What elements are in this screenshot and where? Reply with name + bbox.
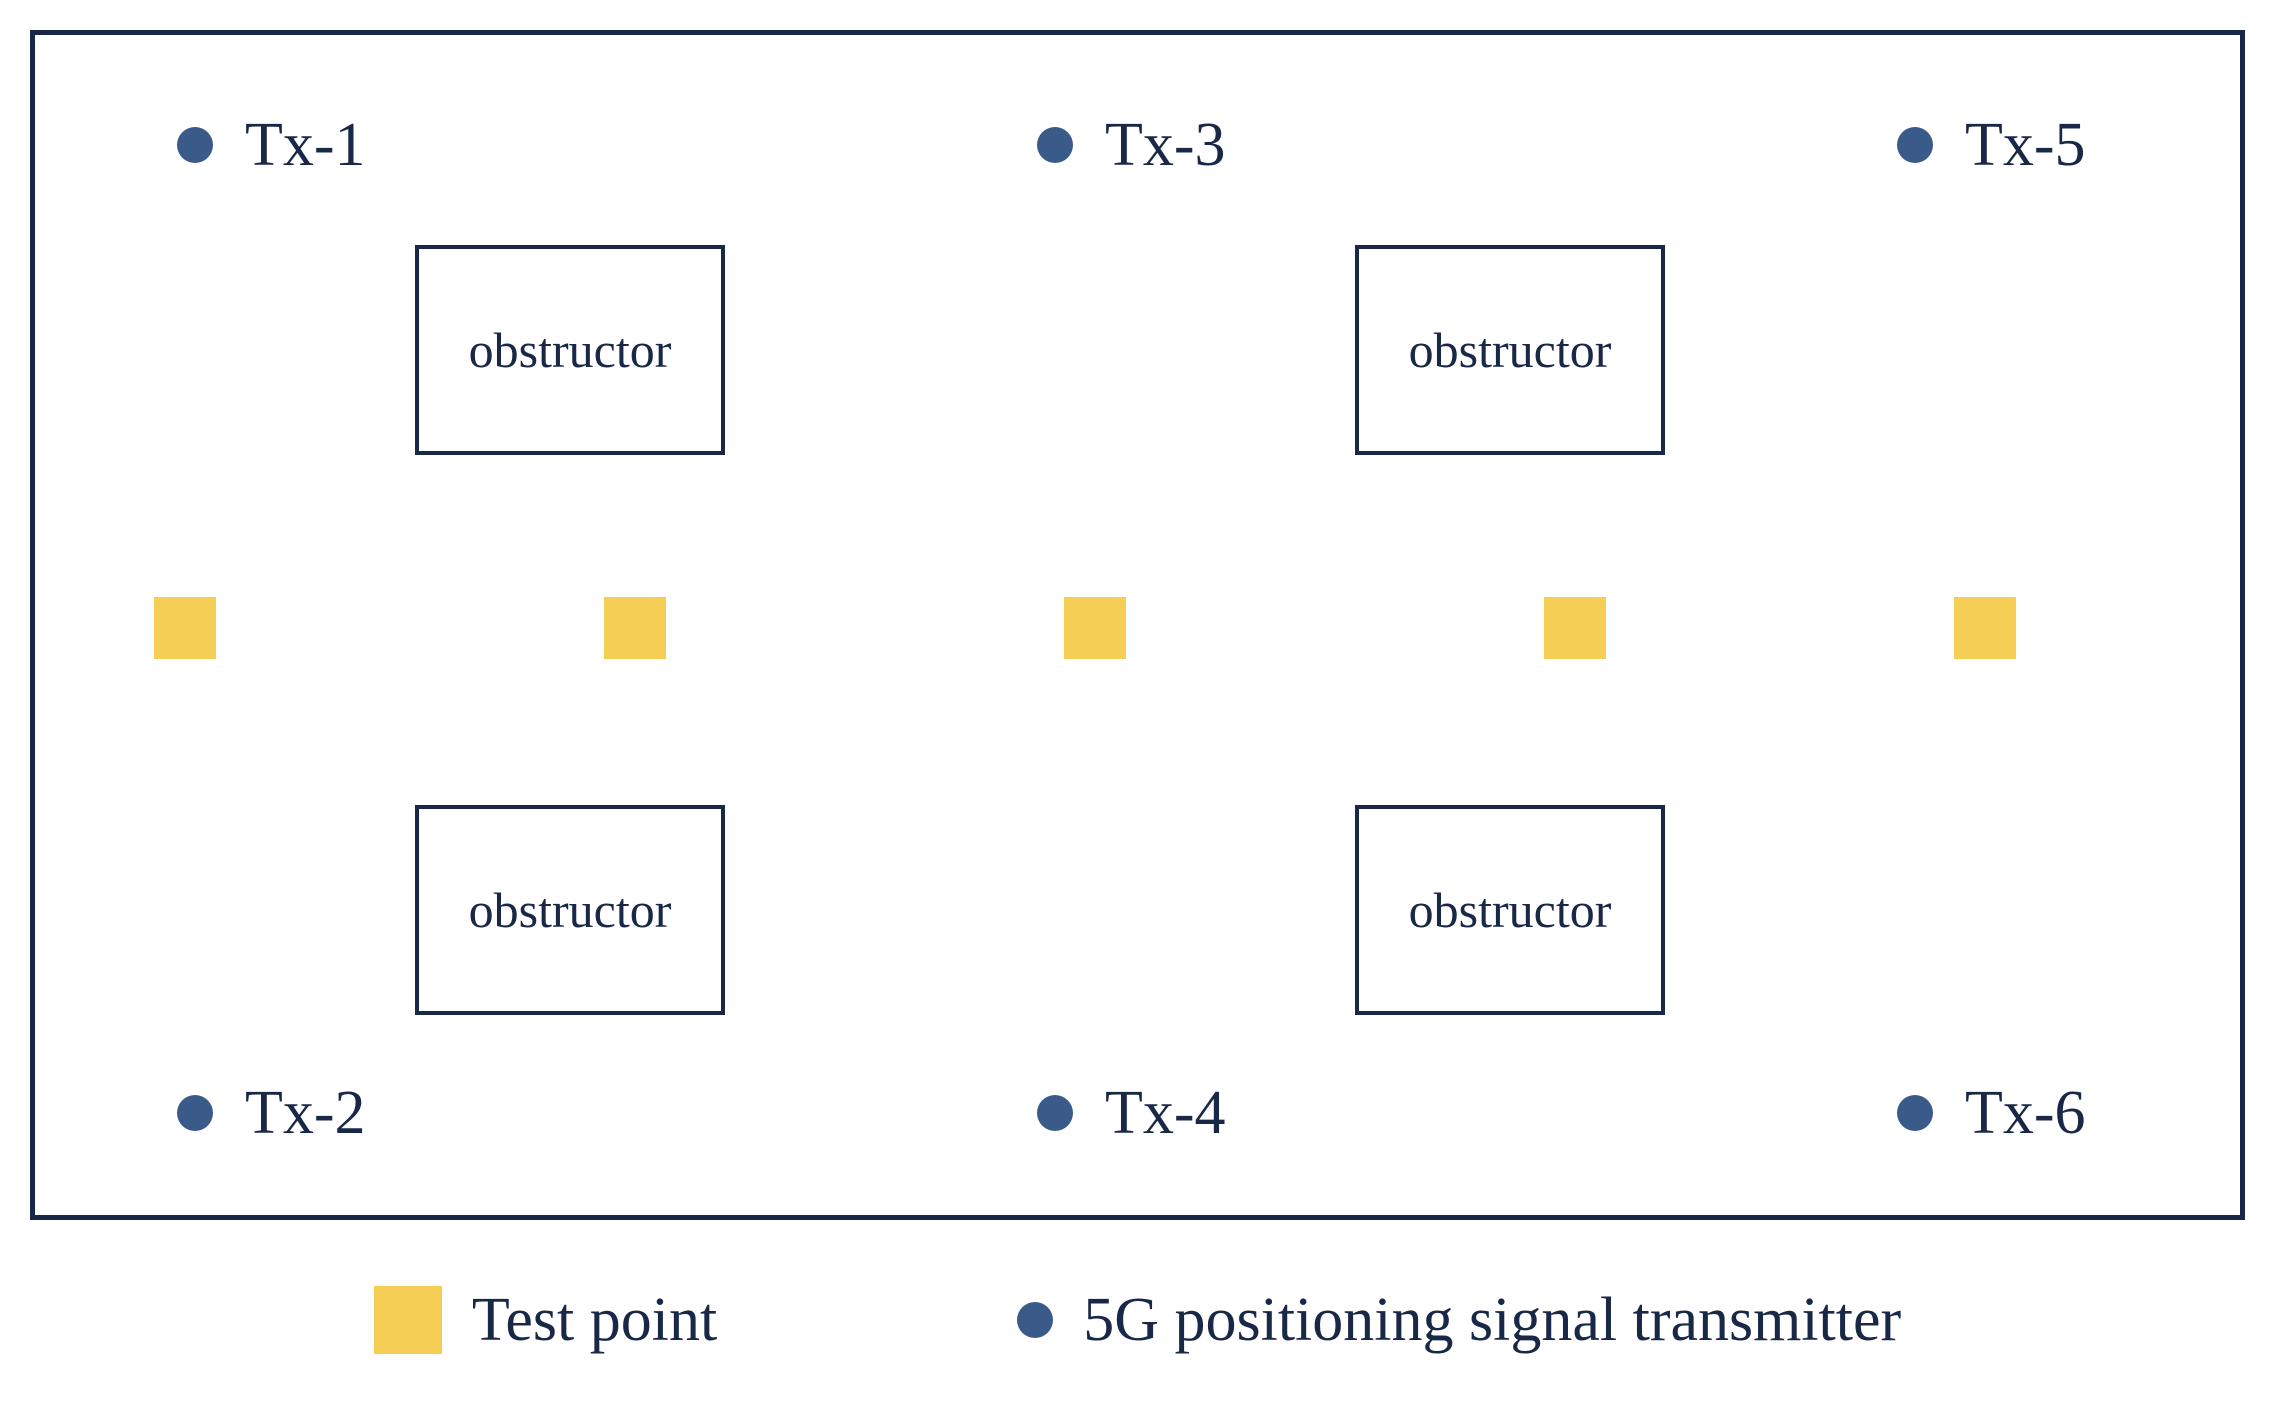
tx-label-3: Tx-3 (1105, 110, 1226, 181)
tx-marker-3 (1037, 127, 1073, 163)
tx-marker-1 (177, 127, 213, 163)
obstructor-1: obstructor (415, 245, 725, 455)
obstructor-4: obstructor (1355, 805, 1665, 1015)
obstructor-label: obstructor (1409, 881, 1612, 939)
tx-marker-5 (1897, 127, 1933, 163)
legend: Test point 5G positioning signal transmi… (30, 1260, 2245, 1380)
legend-item-transmitter: 5G positioning signal transmitter (1017, 1285, 1901, 1356)
obstructor-label: obstructor (1409, 321, 1612, 379)
test-point-3 (1064, 597, 1126, 659)
test-point-1 (154, 597, 216, 659)
tx-marker-4 (1037, 1095, 1073, 1131)
transmitter-icon (1017, 1302, 1053, 1338)
legend-label-transmitter: 5G positioning signal transmitter (1083, 1285, 1901, 1356)
tx-marker-2 (177, 1095, 213, 1131)
legend-label-test-point: Test point (472, 1285, 717, 1356)
tx-label-4: Tx-4 (1105, 1078, 1226, 1149)
obstructor-label: obstructor (469, 881, 672, 939)
test-point-2 (604, 597, 666, 659)
obstructor-2: obstructor (415, 805, 725, 1015)
tx-marker-6 (1897, 1095, 1933, 1131)
test-point-icon (374, 1286, 442, 1354)
obstructor-3: obstructor (1355, 245, 1665, 455)
test-point-4 (1544, 597, 1606, 659)
tx-label-6: Tx-6 (1965, 1078, 2086, 1149)
tx-label-5: Tx-5 (1965, 110, 2086, 181)
tx-label-1: Tx-1 (245, 110, 366, 181)
test-point-5 (1954, 597, 2016, 659)
legend-item-test-point: Test point (374, 1285, 717, 1356)
obstructor-label: obstructor (469, 321, 672, 379)
tx-label-2: Tx-2 (245, 1078, 366, 1149)
diagram-border: Tx-1 Tx-3 Tx-5 Tx-2 Tx-4 Tx-6 obstructor… (30, 30, 2245, 1220)
